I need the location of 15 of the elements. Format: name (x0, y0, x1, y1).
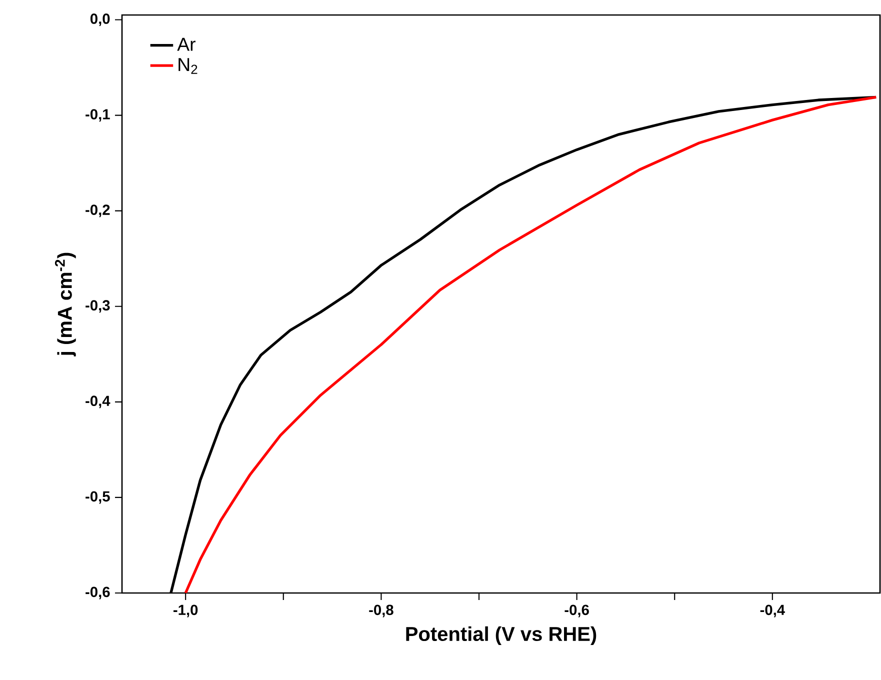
y-tick-label: -0,1 (86, 109, 110, 122)
x-tick-label: -0,6 (564, 604, 589, 618)
y-tick-label: -0,2 (86, 204, 110, 218)
x-tick-label: -0,8 (369, 604, 394, 618)
y-tick-label: 0,0 (90, 14, 110, 26)
y-tick-label: -0,4 (86, 396, 110, 408)
y-tick-label: -0,5 (86, 491, 110, 504)
x-tick-label: -0,4 (760, 604, 785, 618)
y-tick-label: -0,3 (86, 300, 110, 313)
x-axis-title: Potential (V vs RHE) (406, 626, 596, 645)
x-tick-label: -1,0 (174, 604, 198, 618)
legend-label: N$_{2}$ (178, 58, 198, 74)
y-tick-label: -0,6 (86, 586, 110, 600)
y-axis-title: j (mA cm$^{-2}$) (54, 252, 76, 356)
legend-label: Ar (177, 38, 196, 51)
